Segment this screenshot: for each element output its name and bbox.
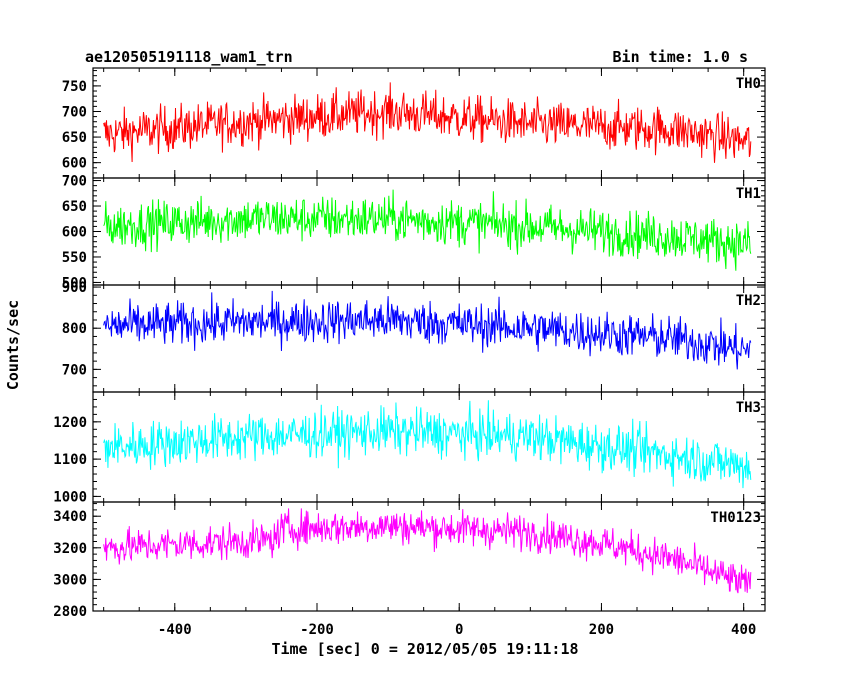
- y-tick-label: 3400: [53, 509, 87, 525]
- y-tick-label: 500: [62, 275, 87, 291]
- x-axis: -400 -200 0 200 400: [158, 622, 756, 638]
- y-axis-label: Counts/sec: [4, 300, 22, 390]
- y-tick-label: 550: [62, 250, 87, 266]
- y-tick-label: 1100: [53, 452, 87, 468]
- x-tick-label: 200: [589, 622, 614, 638]
- y-tick-label: 1000: [53, 489, 87, 505]
- x-axis-label: Time [sec] 0 = 2012/05/05 19:11:18: [271, 640, 578, 658]
- panel-th3: 1000 1100 1200 TH3: [53, 391, 766, 505]
- x-tick-label: -400: [158, 622, 192, 638]
- series-th1: [103, 189, 752, 271]
- y-tick-label: 650: [62, 199, 87, 215]
- x-tick-label: 400: [731, 622, 756, 638]
- y-tick-label: 1200: [53, 415, 87, 431]
- panel-label: TH0: [736, 76, 761, 92]
- y-tick-label: 900: [62, 280, 87, 296]
- panel-label: TH1: [736, 186, 761, 202]
- y-tick-label: 2800: [53, 604, 87, 620]
- series-th0123: [103, 508, 752, 594]
- y-tick-label: 700: [62, 174, 87, 190]
- panel-frame: [92, 501, 766, 612]
- y-tick-label: 650: [62, 130, 87, 146]
- series-th3: [103, 400, 752, 489]
- y-tick-label: 3000: [53, 572, 87, 588]
- series-th0: [103, 82, 752, 163]
- panel-th2: 700 800 900 TH2: [62, 280, 766, 393]
- y-tick-label: 600: [62, 156, 87, 172]
- panel-label: TH0123: [710, 510, 761, 526]
- series-th2: [103, 290, 752, 370]
- y-tick-label: 600: [62, 225, 87, 241]
- panels: 600 650 700 750 TH0 500 550 600 650 700 TH1 700 800 9…: [53, 67, 766, 620]
- x-tick-label: 0: [455, 622, 463, 638]
- y-tick-label: 700: [62, 104, 87, 120]
- panel-th0: 600 650 700 750 TH0: [62, 67, 766, 179]
- panel-th1: 500 550 600 650 700 TH1: [62, 174, 766, 291]
- bin-time-label: Bin time: 1.0 s: [613, 48, 748, 66]
- y-tick-label: 3200: [53, 541, 87, 557]
- panel-th0123: 2800 3000 3200 3400 TH0123: [53, 501, 766, 620]
- y-tick-label: 700: [62, 362, 87, 378]
- chart-title: ae120505191118_wam1_trn: [85, 48, 293, 66]
- x-tick-label: -200: [300, 622, 334, 638]
- y-tick-label: 800: [62, 321, 87, 337]
- panel-label: TH3: [736, 400, 761, 416]
- y-tick-label: 750: [62, 79, 87, 95]
- panel-label: TH2: [736, 293, 761, 309]
